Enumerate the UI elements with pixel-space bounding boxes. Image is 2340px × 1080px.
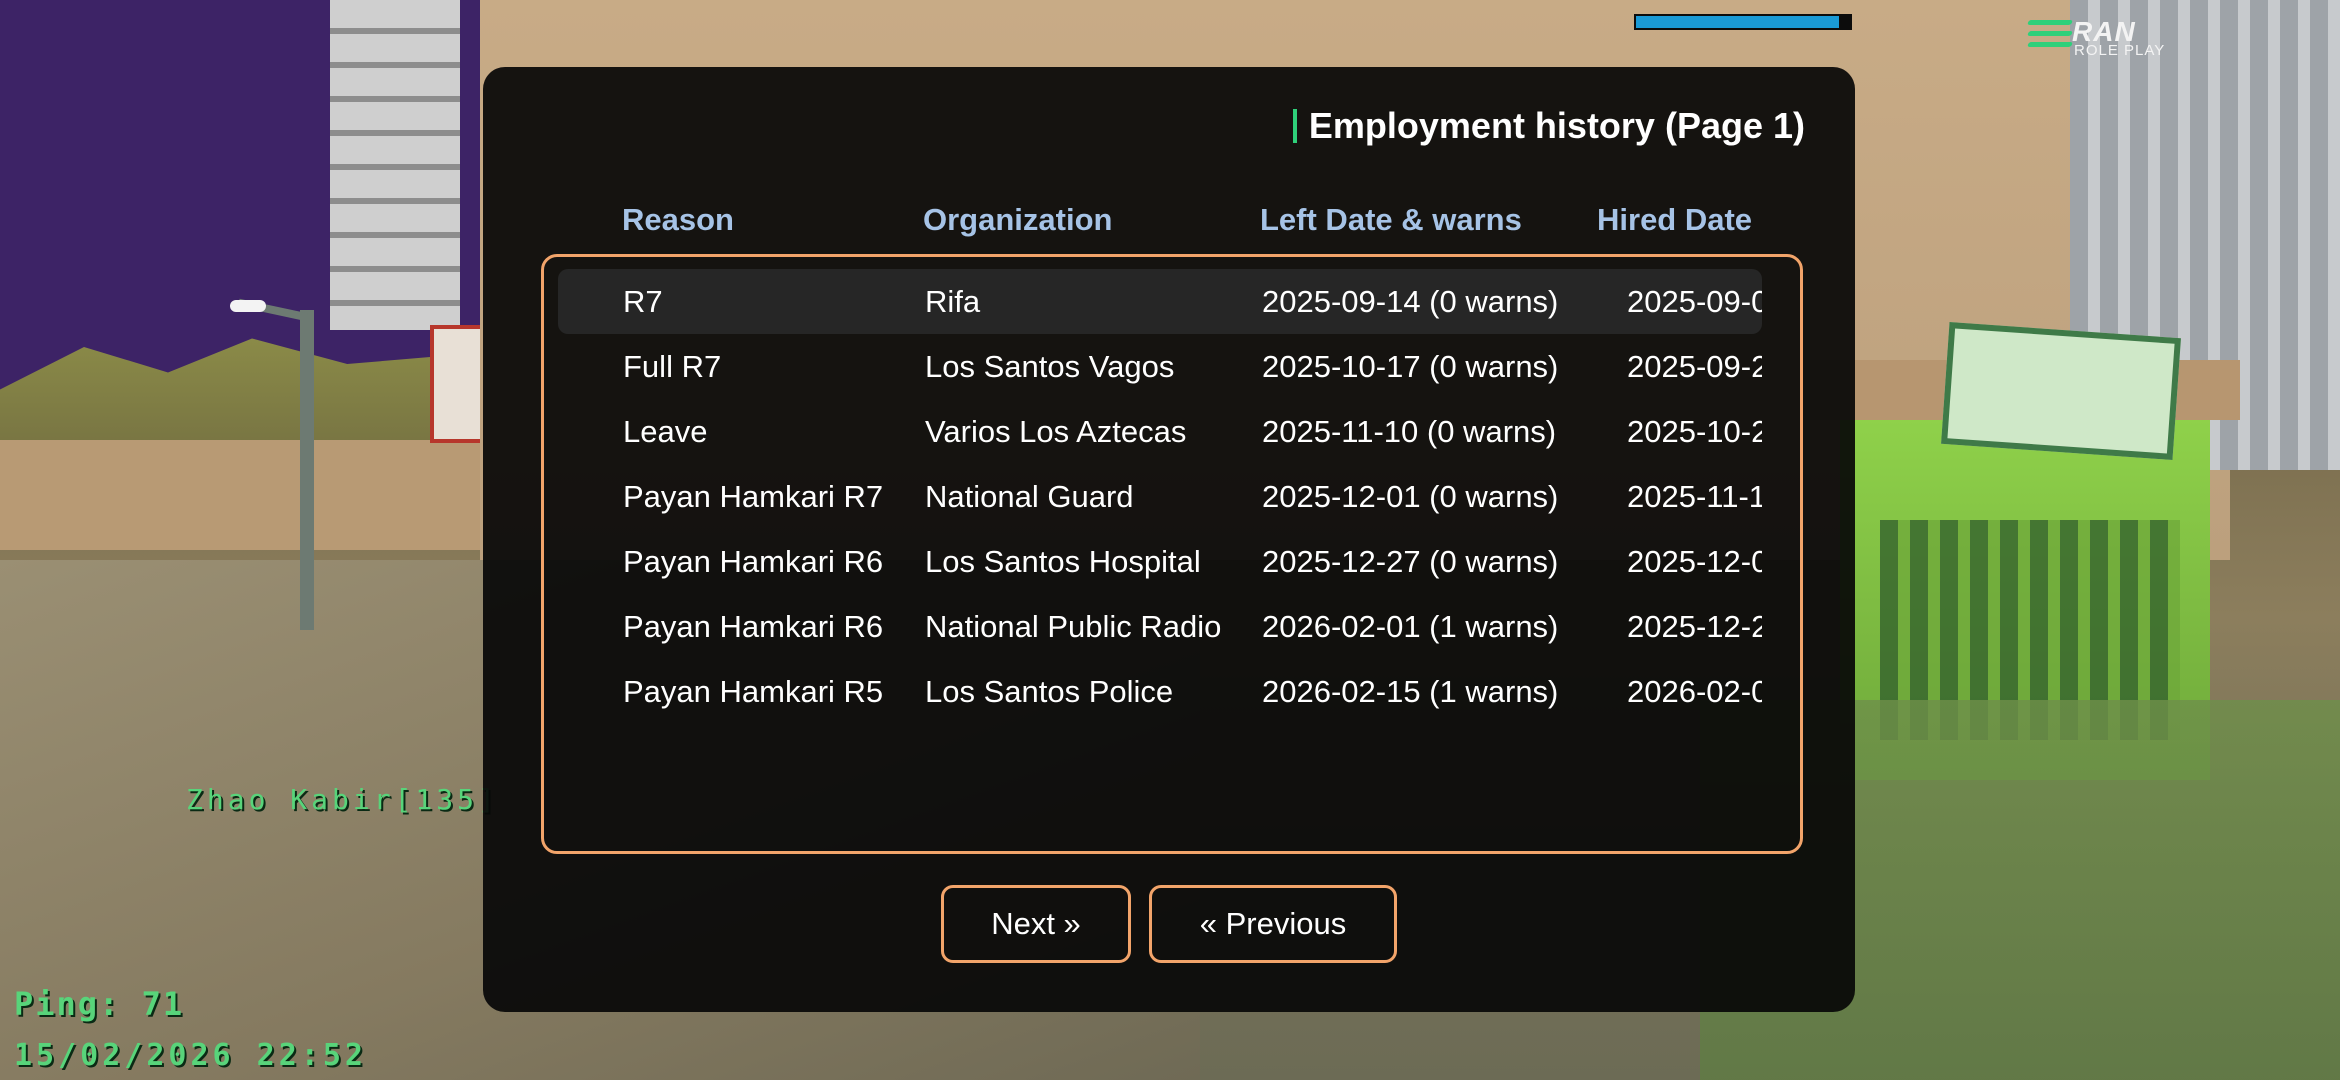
column-header-hired-date: Hired Date <box>1597 202 1753 237</box>
logo-sub-text: ROLE PLAY <box>2074 42 2166 59</box>
cell-left-date: 2025-10-17 (0 warns) <box>1262 349 1559 384</box>
title-accent-bar <box>1292 109 1297 143</box>
list-item[interactable]: R7 Rifa 2025-09-14 (0 warns) 2025-09-0 <box>558 269 1762 334</box>
column-header-organization: Organization <box>923 202 1113 237</box>
list-item[interactable]: Full R7 Los Santos Vagos 2025-10-17 (0 w… <box>558 334 1762 399</box>
dialog-header: Employment history (Page 1) <box>1292 105 1805 147</box>
cell-reason: R7 <box>623 284 663 319</box>
cell-hired-date: 2025-12-2 <box>1627 609 1762 644</box>
cell-hired-date: 2025-09-0 <box>1627 284 1762 319</box>
cell-hired-date: 2026-02-0 <box>1627 674 1762 709</box>
street-lamp-light <box>230 300 266 312</box>
health-bar <box>1634 14 1852 30</box>
cell-organization: Los Santos Vagos <box>925 349 1175 384</box>
previous-page-button[interactable]: « Previous <box>1149 885 1397 963</box>
list-item[interactable]: Payan Hamkari R6 Los Santos Hospital 202… <box>558 529 1762 594</box>
column-header-left-date: Left Date & warns <box>1260 202 1522 237</box>
column-header-reason: Reason <box>622 202 734 237</box>
cell-left-date: 2025-09-14 (0 warns) <box>1262 284 1559 319</box>
cell-left-date: 2025-11-10 (0 warns) <box>1262 414 1557 449</box>
cell-reason: Payan Hamkari R5 <box>623 674 884 709</box>
history-list[interactable]: R7 Rifa 2025-09-14 (0 warns) 2025-09-0 F… <box>541 254 1803 854</box>
cell-reason: Payan Hamkari R6 <box>623 544 884 579</box>
cell-hired-date: 2025-12-0 <box>1627 544 1762 579</box>
shop-sign <box>1941 322 2181 460</box>
player-name-tag: Zhao Kabir[135] <box>186 783 499 816</box>
list-item[interactable]: Payan Hamkari R6 National Public Radio 2… <box>558 594 1762 659</box>
cell-hired-date: 2025-11-1 <box>1627 479 1762 514</box>
cell-hired-date: 2025-09-2 <box>1627 349 1762 384</box>
cell-organization: Rifa <box>925 284 981 319</box>
cell-organization: Los Santos Hospital <box>925 544 1201 579</box>
logo-main-text: RAN <box>2072 16 2136 47</box>
list-item[interactable]: Leave Varios Los Aztecas 2025-11-10 (0 w… <box>558 399 1762 464</box>
next-page-button[interactable]: Next » <box>941 885 1131 963</box>
cell-left-date: 2025-12-27 (0 warns) <box>1262 544 1559 579</box>
ping-readout: Ping: 71 <box>14 985 185 1023</box>
cell-reason: Full R7 <box>623 349 722 384</box>
list-item[interactable]: Payan Hamkari R7 National Guard 2025-12-… <box>558 464 1762 529</box>
logo-stripes-icon <box>2027 20 2073 56</box>
dialog-title: Employment history (Page 1) <box>1308 105 1805 146</box>
street-lamp-pole <box>300 310 314 630</box>
cell-organization: Los Santos Police <box>925 674 1174 709</box>
cell-hired-date: 2025-10-2 <box>1627 414 1762 449</box>
cell-reason: Payan Hamkari R7 <box>623 479 884 514</box>
server-logo: RAN ROLE PLAY <box>2027 16 2168 60</box>
cell-left-date: 2026-02-15 (1 warns) <box>1262 674 1559 709</box>
cell-reason: Payan Hamkari R6 <box>623 609 884 644</box>
cell-reason: Leave <box>623 414 708 449</box>
building-left <box>330 0 460 330</box>
cell-left-date: 2026-02-01 (1 warns) <box>1262 609 1559 644</box>
history-list-rows: R7 Rifa 2025-09-14 (0 warns) 2025-09-0 F… <box>558 269 1762 829</box>
cell-organization: Varios Los Aztecas <box>925 414 1187 449</box>
health-bar-fill <box>1636 16 1840 28</box>
date-time-readout: 15/02/2026 22:52 <box>14 1038 367 1073</box>
employment-history-dialog: Employment history (Page 1) Reason Organ… <box>483 67 1855 1012</box>
cell-organization: National Guard <box>925 479 1134 514</box>
list-item[interactable]: Payan Hamkari R5 Los Santos Police 2026-… <box>558 659 1762 724</box>
cell-organization: National Public Radio <box>925 609 1222 644</box>
cell-left-date: 2025-12-01 (0 warns) <box>1262 479 1559 514</box>
